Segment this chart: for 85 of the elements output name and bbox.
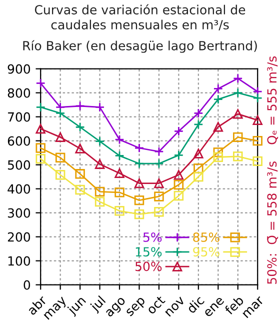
point	[94, 186, 105, 197]
text: 50%: Q̄ = 558 m³/s Qₑ = 555 m³/s	[267, 56, 278, 284]
point	[134, 195, 144, 206]
point	[75, 122, 85, 132]
point	[154, 158, 164, 168]
y-tick-label: 700	[8, 112, 30, 122]
point	[36, 154, 46, 164]
point	[75, 169, 85, 179]
point	[36, 124, 46, 134]
point	[94, 102, 105, 112]
point	[174, 170, 184, 180]
point	[154, 192, 164, 202]
point	[233, 74, 243, 84]
point	[36, 102, 46, 112]
point	[134, 178, 144, 188]
y-tick-label: 200	[8, 232, 30, 242]
point	[114, 188, 124, 198]
y-tick-label: 300	[8, 208, 30, 218]
point	[233, 88, 243, 98]
chart-title: Curvas de variación estacional de caudales mensuales en m³/s	[34, 4, 246, 30]
point	[174, 150, 184, 160]
y-tick-label: 400	[8, 184, 30, 194]
y-tick-label: 500	[8, 160, 30, 170]
x-tick-label: dic	[186, 295, 205, 314]
point	[55, 132, 66, 142]
y-tick-label: 100	[8, 256, 30, 266]
point	[154, 146, 164, 156]
point	[194, 148, 204, 158]
point	[36, 143, 46, 153]
point	[55, 152, 66, 162]
chart-subtitle: Río Baker (en desagüe lago Bertrand)	[23, 40, 257, 53]
point	[233, 132, 243, 142]
y-tick-label: 900	[8, 64, 30, 74]
point	[134, 209, 144, 220]
x-tick-label: feb	[224, 295, 244, 316]
point	[114, 134, 124, 144]
legend-label: 15%	[136, 247, 162, 257]
point	[233, 109, 243, 119]
x-tick-label: oct	[146, 295, 166, 315]
y-tick-label: 0	[24, 280, 30, 290]
point	[75, 184, 85, 195]
point	[114, 168, 124, 178]
point	[75, 144, 85, 154]
point	[55, 108, 66, 118]
point	[174, 126, 184, 136]
point	[252, 156, 262, 166]
point	[94, 159, 105, 169]
x-tick-label: nov	[165, 296, 186, 317]
point	[194, 164, 204, 174]
legend-label: 85%	[193, 232, 220, 242]
legend-label: 5%	[143, 232, 162, 242]
point	[114, 206, 124, 216]
point	[252, 93, 262, 103]
legend-label: 50%	[136, 262, 162, 272]
point	[194, 120, 204, 130]
point	[213, 94, 224, 104]
x-tick-label: sep	[126, 296, 148, 318]
point	[75, 101, 85, 111]
point	[213, 147, 224, 158]
y-tick-label: 800	[8, 88, 30, 98]
point	[114, 150, 124, 161]
legend-label: 95%	[193, 247, 220, 257]
point	[194, 172, 204, 182]
point	[252, 136, 262, 146]
point	[154, 178, 164, 188]
point	[213, 84, 224, 94]
point	[134, 143, 144, 153]
point	[154, 206, 164, 217]
point	[213, 152, 224, 162]
point	[174, 180, 184, 190]
point	[94, 136, 105, 146]
point	[252, 86, 262, 96]
y-tick-label: 600	[8, 136, 30, 146]
point	[94, 196, 105, 207]
x-tick-label: jun	[66, 295, 88, 317]
point	[194, 108, 204, 118]
point	[213, 122, 224, 132]
point	[252, 115, 262, 126]
point	[36, 78, 46, 88]
x-tick-label: ene	[204, 296, 225, 318]
x-tick-label: ago	[105, 296, 128, 319]
point	[134, 158, 144, 168]
point	[233, 152, 243, 162]
point	[55, 170, 66, 180]
point	[174, 190, 184, 201]
